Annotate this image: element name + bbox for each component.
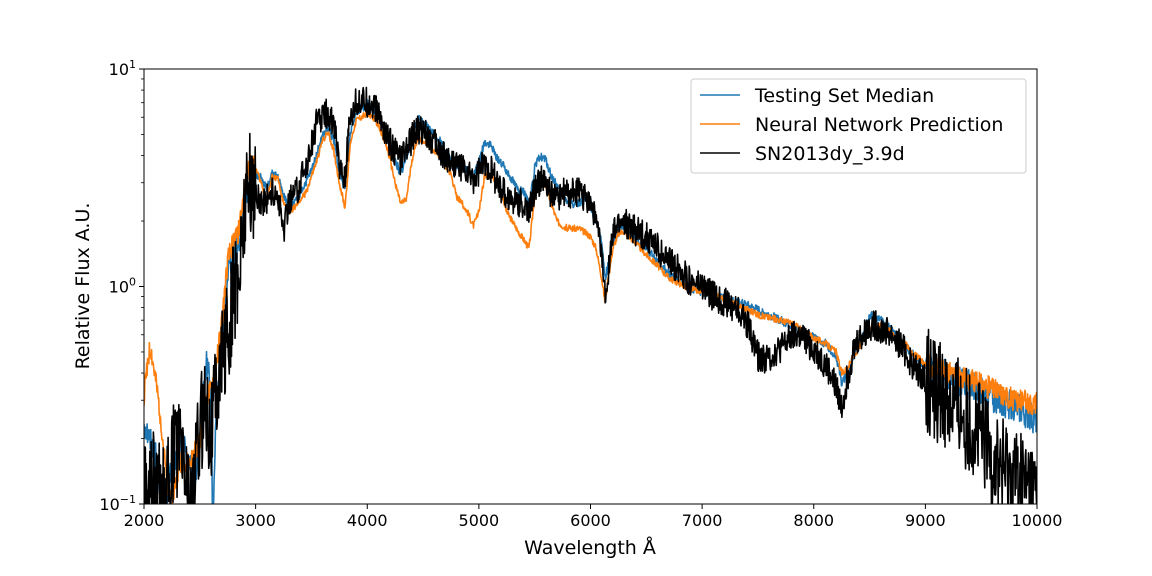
- y-tick-label: 100: [109, 276, 136, 297]
- x-tick-label: 10000: [1012, 511, 1063, 530]
- x-axis-label: Wavelength Å: [524, 536, 656, 559]
- x-tick-label: 8000: [793, 511, 834, 530]
- x-tick-label: 2000: [124, 511, 165, 530]
- x-tick-label: 4000: [347, 511, 388, 530]
- x-tick-label: 5000: [459, 511, 500, 530]
- series-line-sn2013dy-3-9d: [144, 86, 1037, 504]
- legend-label-testing-median: Testing Set Median: [754, 85, 934, 107]
- x-tick-label: 7000: [682, 511, 723, 530]
- x-tick-label: 6000: [570, 511, 611, 530]
- x-tick-label: 9000: [905, 511, 946, 530]
- legend-label-nn-prediction: Neural Network Prediction: [755, 114, 1003, 136]
- y-axis-label: Relative Flux A.U.: [72, 203, 94, 370]
- y-tick-label: 101: [109, 58, 136, 79]
- x-axis: 2000 3000 4000 5000 6000 7000 8000 9000 10000: [124, 504, 1063, 530]
- legend-box: [690, 78, 1027, 174]
- y-tick-label: 10−1: [99, 493, 136, 514]
- legend-label-sn2013dy: SN2013dy_3.9d: [755, 143, 905, 165]
- legend: Testing Set Median Neural Network Predic…: [690, 78, 1027, 174]
- series-layer: [144, 86, 1037, 504]
- y-axis: 10−1 100 101: [99, 58, 144, 514]
- x-tick-label: 3000: [235, 511, 276, 530]
